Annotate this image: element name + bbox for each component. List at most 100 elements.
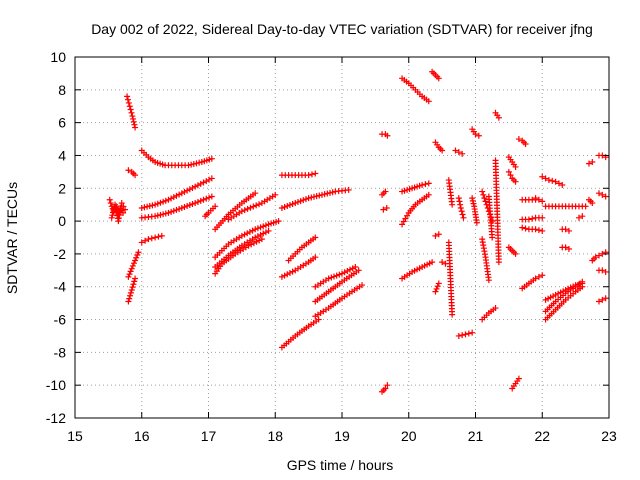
chart-title: Day 002 of 2022, Sidereal Day-to-day VTE… — [91, 21, 593, 37]
data-point — [469, 329, 476, 336]
data-point — [212, 203, 219, 210]
data-point — [106, 196, 113, 203]
data-point-interp — [181, 203, 188, 210]
data-point-interp — [131, 121, 138, 128]
series-arc-26 — [379, 131, 391, 139]
data-point-interp — [300, 197, 307, 204]
series-arc-52 — [505, 168, 519, 185]
data-point-interp — [422, 181, 429, 188]
series-arc-48 — [485, 193, 496, 241]
data-point — [339, 270, 345, 277]
data-point — [345, 186, 352, 193]
data-point-interp — [575, 281, 582, 288]
data-point-interp — [141, 204, 148, 211]
data-point-interp — [127, 292, 134, 299]
data-point — [165, 209, 172, 216]
data-point-interp — [193, 160, 200, 167]
data-point — [238, 208, 245, 215]
series-arc-64 — [559, 244, 572, 252]
data-point — [355, 267, 362, 274]
data-point-interp — [470, 200, 477, 207]
data-point — [592, 254, 599, 261]
data-point — [252, 190, 259, 197]
data-point — [312, 170, 319, 177]
data-point — [602, 268, 609, 275]
data-point-interp — [173, 206, 180, 213]
data-point-interp — [247, 204, 254, 211]
series-arc-07 — [138, 147, 215, 169]
y-tick-label: 4 — [58, 147, 66, 163]
series-arc-28 — [380, 204, 390, 213]
data-point-interp — [326, 189, 333, 196]
data-point-interp — [194, 182, 201, 189]
series-arc-61 — [539, 173, 566, 188]
series-arc-66 — [542, 278, 586, 315]
data-point — [152, 213, 159, 220]
series-arc-33 — [399, 259, 436, 282]
data-point-interp — [155, 233, 162, 240]
series-arc-08 — [138, 175, 215, 211]
data-point-interp — [253, 202, 260, 209]
series-arc-71 — [589, 254, 599, 264]
data-point-interp — [146, 202, 153, 209]
data-point — [482, 198, 489, 205]
x-tick-labels: 15 16 17 18 19 20 21 22 23 — [67, 428, 617, 444]
data-point — [132, 257, 139, 264]
data-point — [522, 140, 529, 147]
data-point — [124, 93, 131, 100]
x-tick-label: 15 — [67, 428, 83, 444]
data-point — [122, 206, 129, 213]
series-arc-22 — [312, 264, 359, 290]
data-point-interp — [262, 222, 269, 229]
y-axis-title: SDTVAR / TECUs — [4, 182, 20, 294]
data-point — [435, 231, 442, 238]
series-arc-14 — [212, 218, 282, 261]
axis-ticks — [74, 56, 610, 419]
data-point — [459, 150, 466, 157]
series-arc-34 — [432, 139, 446, 154]
data-point-interp — [130, 118, 137, 125]
data-point-interp — [542, 175, 549, 182]
y-tick-label: -2 — [54, 246, 67, 262]
data-point — [384, 382, 391, 389]
data-point — [455, 195, 462, 202]
data-point — [275, 218, 282, 225]
series-arc-06 — [125, 275, 139, 305]
series-arc-69 — [585, 159, 596, 167]
data-point-interp — [197, 180, 204, 187]
data-point-interp — [206, 176, 213, 183]
data-point-interp — [286, 269, 293, 276]
data-point-interp — [127, 268, 134, 275]
data-point — [382, 188, 389, 195]
data-point-interp — [313, 193, 320, 200]
data-point — [352, 264, 359, 271]
data-point — [178, 204, 185, 211]
data-point — [532, 226, 539, 233]
data-point — [132, 275, 139, 282]
data-point — [432, 288, 439, 295]
data-point-interp — [459, 211, 466, 218]
series-arc-43 — [469, 126, 482, 139]
data-point — [472, 131, 479, 138]
data-point — [252, 226, 259, 233]
data-point — [132, 124, 139, 131]
y-tick-label: -10 — [46, 377, 66, 393]
data-point — [312, 254, 319, 261]
series-arc-31 — [399, 180, 432, 195]
series-arc-58 — [519, 224, 546, 234]
data-point — [449, 311, 456, 318]
series-arc-24 — [312, 282, 366, 320]
data-point-interp — [457, 201, 464, 208]
data-point — [562, 226, 569, 233]
data-point-interp — [256, 201, 263, 208]
data-point — [559, 181, 566, 188]
series-arc-54 — [509, 375, 522, 392]
data-point — [138, 204, 145, 211]
data-point-interp — [256, 237, 263, 244]
data-point — [152, 234, 159, 241]
data-point — [565, 227, 572, 234]
x-tick-label: 22 — [534, 428, 550, 444]
data-point-interp — [134, 252, 141, 259]
data-point-interp — [529, 215, 536, 222]
